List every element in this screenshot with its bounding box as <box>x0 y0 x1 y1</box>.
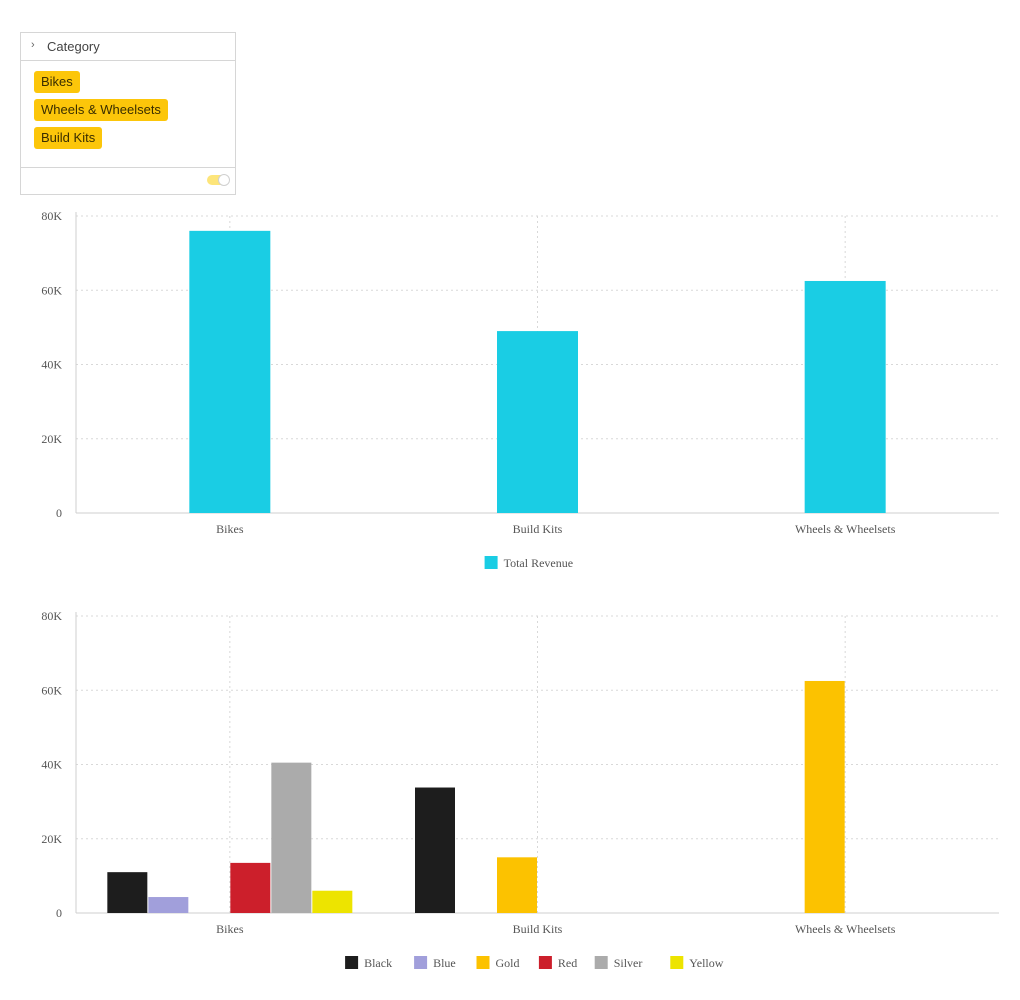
legend-label: Red <box>558 956 577 970</box>
chevron-right-icon[interactable]: › <box>31 38 35 51</box>
bar-silver <box>271 762 312 913</box>
bar-black <box>107 872 148 913</box>
legend-label: Total Revenue <box>504 556 573 570</box>
bar-total-revenue <box>497 331 578 513</box>
legend-label: Blue <box>433 956 456 970</box>
bar-gold <box>804 680 845 913</box>
y-tick-label: 60K <box>41 283 62 297</box>
legend-label: Gold <box>496 956 520 970</box>
legend-swatch <box>538 956 552 969</box>
category-filter-panel: › Category Bikes Wheels & Wheelsets Buil… <box>20 32 236 195</box>
x-tick-label: Wheels & Wheelsets <box>795 522 896 536</box>
x-tick-label: Wheels & Wheelsets <box>795 922 896 936</box>
toggle-knob <box>218 174 230 186</box>
revenue-bar-chart: 0 20K 40K 60K 80K Bikes Build Kits Wheels & Whe… <box>41 209 999 570</box>
legend-swatch <box>414 956 428 969</box>
y-tick-label: 20K <box>41 432 62 446</box>
filter-footer <box>21 167 235 194</box>
legend-label: Yellow <box>689 956 723 970</box>
legend-swatch <box>670 956 684 969</box>
y-tick-label: 0 <box>56 906 62 920</box>
y-tick-label: 0 <box>56 506 62 520</box>
legend-label: Silver <box>614 956 643 970</box>
x-tick-label: Build Kits <box>513 922 563 936</box>
x-tick-label: Build Kits <box>513 522 563 536</box>
filter-header[interactable]: › Category <box>21 33 235 61</box>
bar-gold <box>497 857 537 913</box>
filter-chip-bikes[interactable]: Bikes <box>34 71 80 93</box>
color-breakdown-bar-chart: 0 20K 40K 60K 80K Bikes Build Kits Wheels & Whe… <box>41 609 999 970</box>
y-tick-label: 80K <box>41 209 62 223</box>
legend-swatch <box>484 556 498 569</box>
y-tick-label: 40K <box>41 358 62 372</box>
legend-label: Black <box>364 956 392 970</box>
filter-toggle[interactable] <box>207 174 230 186</box>
bar-blue <box>148 897 189 913</box>
legend-swatch <box>345 956 359 969</box>
y-tick-label: 40K <box>41 758 62 772</box>
bar-red <box>230 862 271 913</box>
legend-swatch <box>594 956 608 969</box>
legend-swatch <box>476 956 490 969</box>
bar-total-revenue <box>804 280 886 513</box>
bar-total-revenue <box>189 230 271 513</box>
x-tick-label: Bikes <box>216 522 244 536</box>
chip-list: Bikes Wheels & Wheelsets Build Kits <box>21 61 235 149</box>
y-tick-label: 80K <box>41 609 62 623</box>
bar-yellow <box>312 890 353 913</box>
bar-black <box>415 787 455 913</box>
filter-chip-build-kits[interactable]: Build Kits <box>34 127 103 149</box>
y-tick-label: 60K <box>41 683 62 697</box>
filter-chip-wheels[interactable]: Wheels & Wheelsets <box>34 99 168 121</box>
x-tick-label: Bikes <box>216 922 244 936</box>
y-tick-label: 20K <box>41 832 62 846</box>
filter-header-label: Category <box>47 39 100 54</box>
